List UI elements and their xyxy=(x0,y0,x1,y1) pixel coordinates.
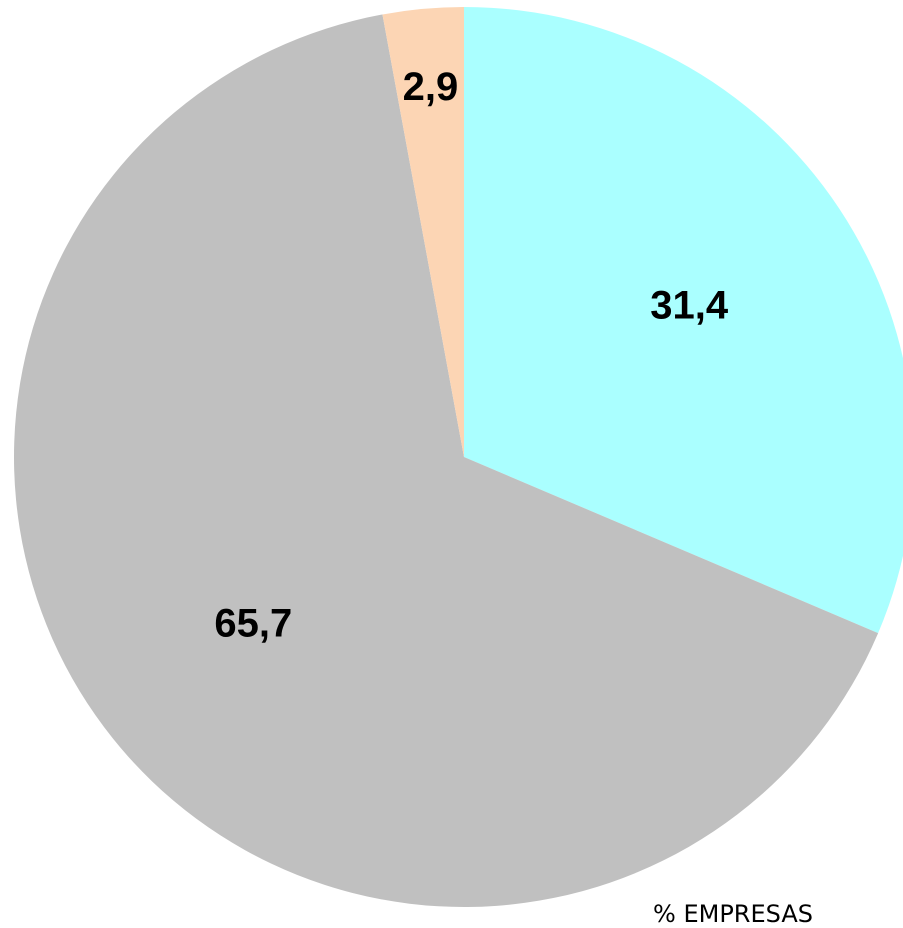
pie-slice xyxy=(464,7,903,634)
pie-slice xyxy=(382,6,464,457)
labels: 31,4 65,7 2,9 xyxy=(214,65,729,645)
data-label: 2,9 xyxy=(403,65,459,109)
data-label: 65,7 xyxy=(214,601,292,645)
pie xyxy=(13,6,903,907)
chart-title: % EMPRESAS xyxy=(653,900,813,928)
data-label: 31,4 xyxy=(650,284,729,328)
pie-slice xyxy=(13,14,879,907)
